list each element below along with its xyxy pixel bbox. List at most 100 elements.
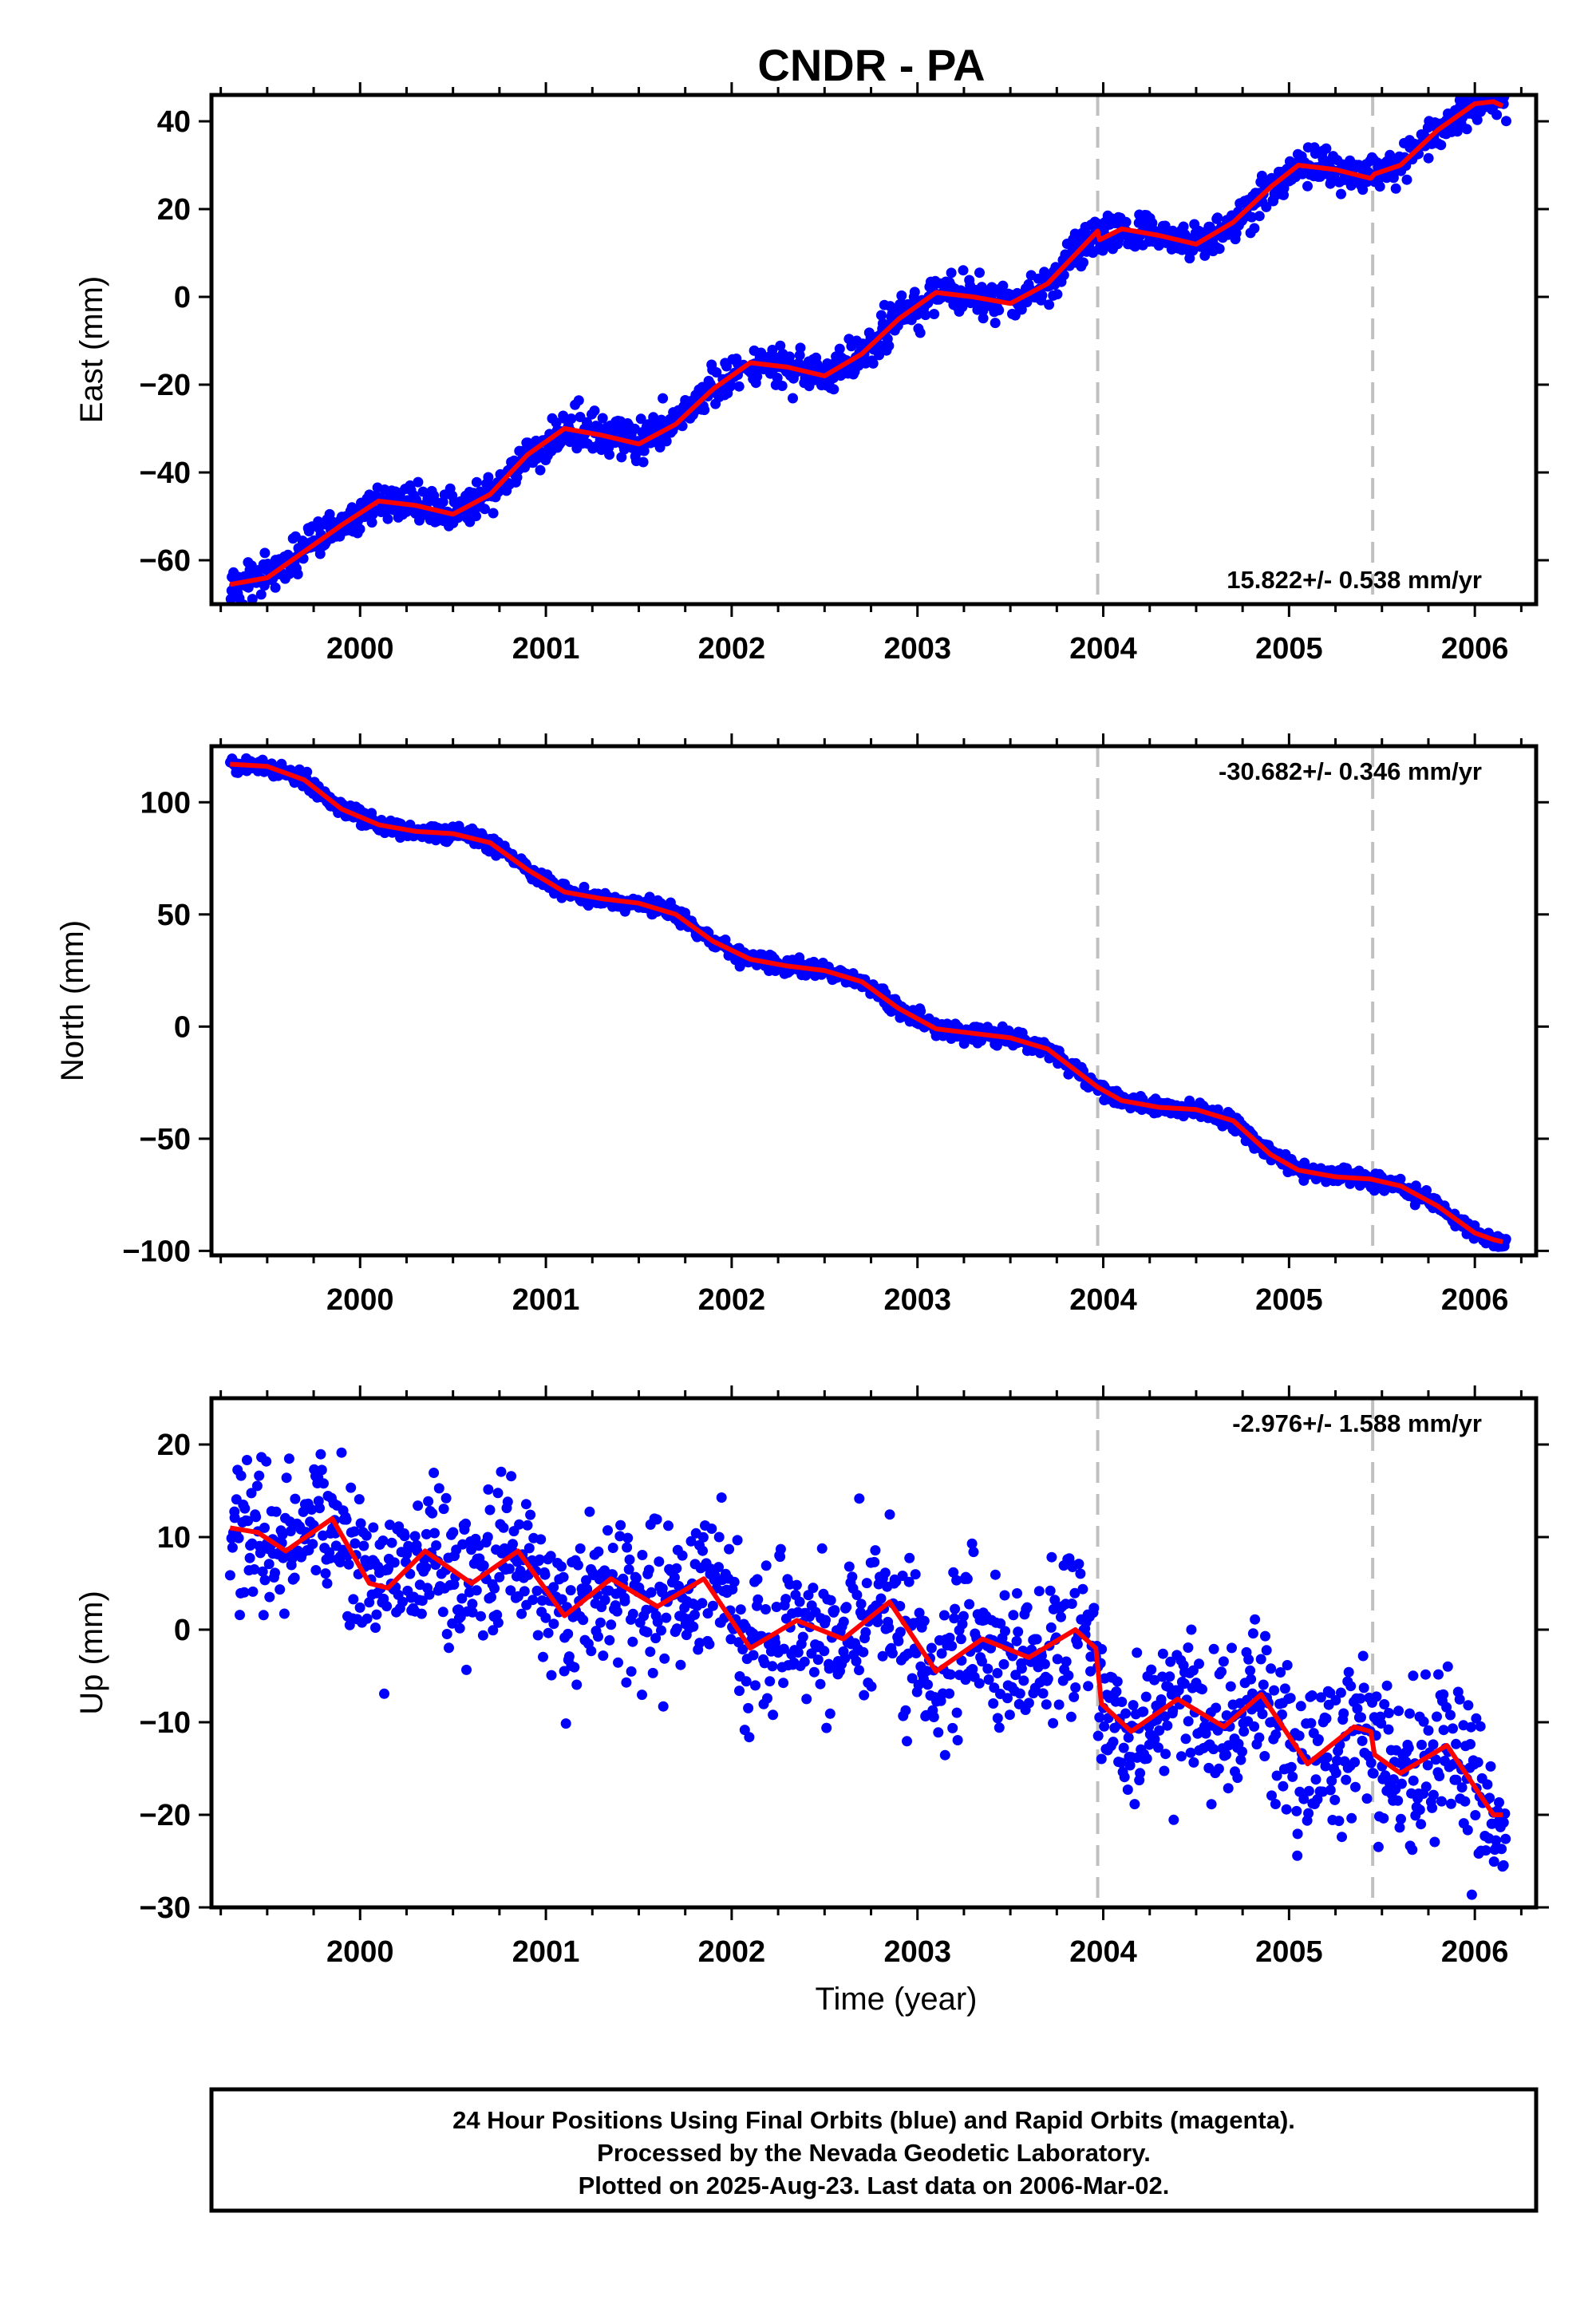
data-point — [812, 1654, 824, 1666]
data-point — [456, 1593, 468, 1604]
data-point — [1122, 1784, 1133, 1795]
data-point — [808, 1666, 820, 1678]
data-point — [1470, 1810, 1481, 1820]
data-point — [858, 1646, 869, 1658]
data-point — [656, 1625, 666, 1636]
data-point — [1031, 1634, 1042, 1645]
data-point — [1475, 1721, 1486, 1732]
data-point — [694, 1638, 705, 1649]
data-point — [1462, 1824, 1473, 1836]
data-point — [642, 1626, 653, 1638]
data-point — [1208, 1643, 1219, 1654]
data-point — [1156, 1694, 1167, 1705]
data-point — [702, 1608, 713, 1619]
data-point — [593, 1631, 603, 1642]
data-point — [1456, 1782, 1468, 1793]
data-point — [974, 1678, 985, 1689]
data-point — [239, 1587, 250, 1598]
data-point — [874, 350, 885, 361]
y-tick-label: −60 — [140, 544, 191, 578]
data-point — [762, 1693, 772, 1704]
data-point — [1243, 1654, 1254, 1665]
data-point — [489, 1583, 500, 1594]
data-point — [604, 1634, 615, 1646]
data-point — [618, 444, 630, 455]
data-point — [775, 340, 786, 351]
data-point — [292, 569, 303, 579]
data-point — [685, 1535, 697, 1547]
data-point — [1287, 1771, 1298, 1782]
data-point — [872, 1617, 883, 1627]
data-point — [1452, 126, 1463, 137]
data-point — [1154, 1725, 1165, 1736]
data-point — [622, 1542, 633, 1553]
data-point — [1380, 1770, 1391, 1781]
data-point — [1108, 1737, 1119, 1748]
data-point — [689, 1609, 700, 1620]
data-point — [545, 1551, 556, 1562]
data-point — [560, 1718, 571, 1729]
data-point — [389, 1557, 400, 1568]
data-point — [386, 1537, 397, 1548]
data-point — [854, 1665, 864, 1676]
data-point — [1436, 140, 1447, 151]
data-point — [448, 1527, 459, 1538]
data-point — [1423, 152, 1434, 164]
data-point — [1361, 1793, 1373, 1804]
data-point — [699, 405, 710, 416]
data-point — [1325, 1784, 1336, 1796]
data-point — [797, 1631, 808, 1642]
x-axis-label: Time (year) — [816, 1982, 978, 2017]
data-point — [1295, 1701, 1306, 1712]
data-point — [1315, 1692, 1326, 1703]
data-point — [896, 290, 907, 301]
x-tick-label: 2000 — [326, 1283, 394, 1317]
data-point — [336, 1447, 347, 1458]
data-point — [947, 1722, 958, 1733]
data-point — [575, 1543, 586, 1554]
data-point — [724, 1543, 735, 1555]
data-point — [615, 1520, 626, 1531]
data-point — [1292, 1850, 1303, 1861]
data-point — [1438, 1725, 1449, 1736]
data-point — [654, 442, 666, 453]
data-point — [349, 1526, 360, 1537]
data-point — [977, 1656, 987, 1667]
data-point — [467, 1599, 478, 1610]
data-point — [1379, 1699, 1390, 1709]
data-point — [911, 1648, 922, 1658]
data-point — [385, 1520, 395, 1531]
data-point — [421, 1528, 432, 1539]
data-point — [368, 1522, 379, 1533]
data-point — [1306, 1690, 1317, 1701]
data-point — [315, 1448, 326, 1460]
data-point — [1326, 1775, 1337, 1786]
data-point — [1427, 1802, 1438, 1813]
data-point — [1463, 1700, 1474, 1711]
data-point — [1164, 1671, 1175, 1682]
data-point — [247, 594, 258, 604]
data-point — [399, 1531, 410, 1542]
data-point — [494, 1571, 505, 1583]
data-point — [235, 1610, 245, 1621]
data-point — [1338, 1708, 1349, 1719]
y-axis-label: Up (mm) — [74, 1591, 109, 1715]
data-point — [1350, 1781, 1361, 1792]
data-point — [1358, 1682, 1369, 1694]
data-point — [767, 345, 778, 355]
data-point — [1420, 1781, 1432, 1792]
data-point — [1167, 1705, 1179, 1716]
fit-line — [229, 1516, 1503, 1817]
data-point — [1416, 1819, 1427, 1830]
x-tick-label: 2004 — [1069, 632, 1137, 666]
data-point — [1232, 1773, 1243, 1784]
data-point — [1111, 1686, 1122, 1697]
data-point — [1216, 1666, 1227, 1678]
data-point — [767, 1661, 778, 1672]
x-tick-label: 2001 — [512, 1935, 580, 1969]
data-point — [1056, 1611, 1066, 1622]
data-point — [1233, 1738, 1244, 1749]
data-point — [492, 1610, 503, 1620]
data-point — [820, 1614, 831, 1626]
data-point — [946, 1641, 958, 1651]
